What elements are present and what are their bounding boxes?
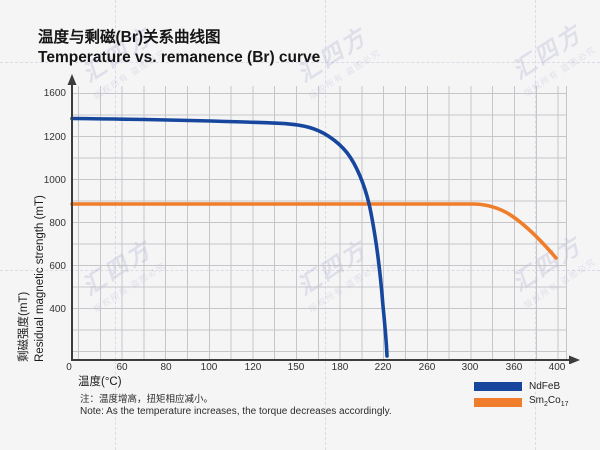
x-axis-title: 温度(°C) bbox=[78, 376, 122, 388]
page-title-en: Temperature vs. remanence (Br) curve bbox=[38, 49, 321, 66]
sm2co17-swatch bbox=[474, 398, 522, 407]
y-tick-800: 800 bbox=[49, 218, 66, 229]
x-tick-0: 0 bbox=[66, 362, 72, 373]
x-tick-120: 120 bbox=[244, 362, 262, 373]
x-tick-220: 220 bbox=[374, 362, 392, 373]
sm2co17-label-part: Sm bbox=[529, 395, 544, 406]
y-axis-title-zh: 剩磁强度(mT) bbox=[18, 291, 30, 362]
chart-legend: NdFeB Sm2Co17 bbox=[474, 381, 569, 413]
y-axis-title: 剩磁强度(mT) Residual magnetic strength (mT) bbox=[16, 70, 48, 362]
page-title-zh: 温度与剩磁(Br)关系曲线图 bbox=[38, 29, 221, 46]
sm2co17-label-part: Co bbox=[547, 395, 561, 406]
y-tick-1600: 1600 bbox=[43, 88, 66, 99]
y-axis-arrow bbox=[67, 74, 77, 85]
y-tick-600: 600 bbox=[49, 261, 66, 272]
ndfeb-swatch bbox=[474, 382, 522, 391]
y-tick-1000: 1000 bbox=[43, 175, 66, 186]
y-tick-400: 400 bbox=[49, 304, 66, 315]
x-axis-arrow bbox=[569, 355, 580, 364]
x-tick-80: 80 bbox=[160, 362, 172, 373]
chart-canvas bbox=[67, 74, 580, 364]
x-tick-100: 100 bbox=[200, 362, 218, 373]
ndfeb-curve bbox=[70, 116, 389, 358]
x-tick-150: 150 bbox=[287, 362, 305, 373]
sm2co17-label-sub: 17 bbox=[560, 401, 569, 408]
x-tick-260: 260 bbox=[418, 362, 436, 373]
ndfeb-label: NdFeB bbox=[529, 381, 561, 392]
legend-item-ndfeb: NdFeB bbox=[474, 381, 569, 392]
x-tick-360: 360 bbox=[505, 362, 523, 373]
y-tick-1200: 1200 bbox=[43, 132, 66, 143]
sm2co17-label: Sm2Co17 bbox=[529, 395, 569, 410]
y-axis-title-en: Residual magnetic strength (mT) bbox=[34, 195, 46, 362]
footnote-en: Note: As the temperature increases, the … bbox=[80, 406, 392, 417]
footnote: 注：温度增高，扭矩相应减小。 Note: As the temperature … bbox=[80, 394, 392, 418]
footnote-zh: 注：温度增高，扭矩相应减小。 bbox=[80, 394, 214, 405]
x-tick-300: 300 bbox=[461, 362, 479, 373]
sm2co17-curve bbox=[70, 202, 558, 260]
chart-header: 温度与剩磁(Br)关系曲线图 Temperature vs. remanence… bbox=[38, 28, 320, 68]
sm2co17-label-sub: 2 bbox=[544, 401, 548, 408]
x-tick-400: 400 bbox=[548, 362, 566, 373]
legend-item-sm2co17: Sm2Co17 bbox=[474, 395, 569, 410]
x-tick-180: 180 bbox=[331, 362, 349, 373]
x-tick-60: 60 bbox=[116, 362, 128, 373]
